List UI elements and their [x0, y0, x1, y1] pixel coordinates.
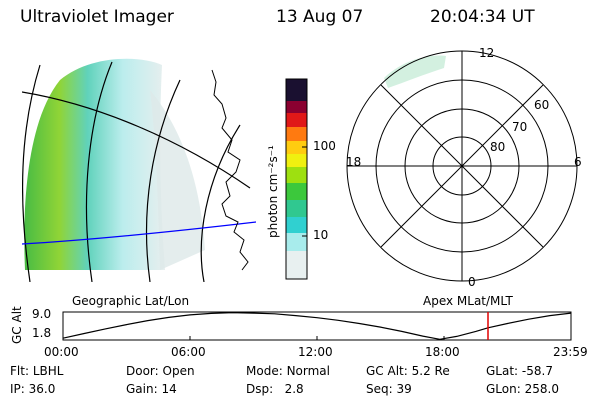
- app-title: Ultraviolet Imager: [20, 7, 174, 27]
- door-value: Open: [162, 364, 195, 378]
- chart-ylabel: GC Alt: [10, 306, 24, 344]
- flt-value: LBHL: [32, 364, 64, 378]
- seq-value: 39: [396, 382, 412, 396]
- gain-value: 14: [161, 382, 177, 396]
- colorbar: [285, 78, 308, 280]
- lat-label-70: 70: [512, 120, 528, 134]
- gc-alt-chart: [62, 311, 572, 341]
- polar-aurora: [384, 55, 446, 88]
- status-ip: IP: 36.0: [10, 382, 56, 396]
- status-seq: Seq: 39: [366, 382, 412, 396]
- status-gain: Gain: 14: [126, 382, 177, 396]
- status-door: Door: Open: [126, 364, 195, 378]
- coastline: [211, 69, 249, 271]
- polar-caption: Apex MLat/MLT: [423, 294, 513, 308]
- lon-line: [200, 124, 241, 282]
- date-label: 13 Aug 07: [276, 7, 364, 27]
- y-tick-label: 1.8: [32, 326, 52, 340]
- lon-line: [22, 64, 41, 282]
- polar-plot: [346, 50, 578, 282]
- x-tick-label: 12:00: [298, 345, 333, 359]
- time-label: 20:04:34 UT: [430, 7, 535, 27]
- colorbar-tick-10: 10: [313, 228, 329, 242]
- status-glon: GLon: 258.0: [486, 382, 559, 396]
- mlt-label-0: 0: [468, 275, 476, 289]
- x-tick-label: 06:00: [171, 345, 206, 359]
- x-tick-label: 00:00: [44, 345, 79, 359]
- status-mode: Mode: Normal: [246, 364, 330, 378]
- status-flt: Flt: LBHL: [10, 364, 64, 378]
- mlt-label-12: 12: [479, 46, 495, 60]
- gc-alt-value: 5.2 Re: [411, 364, 450, 378]
- ip-value: 36.0: [28, 382, 56, 396]
- x-tick-label: 18:00: [425, 345, 460, 359]
- glon-value: 258.0: [524, 382, 559, 396]
- lat-line: [22, 91, 251, 189]
- status-dsp: Dsp: 2.8: [246, 382, 304, 396]
- equator-line: [22, 221, 256, 245]
- mlt-label-6: 6: [574, 155, 582, 169]
- aurora-emission: [24, 58, 165, 270]
- lat-label-60: 60: [534, 98, 550, 112]
- status-glat: GLat: -58.7: [486, 364, 553, 378]
- status-gc-alt: GC Alt: 5.2 Re: [366, 364, 450, 378]
- colorbar-tick-100: 100: [313, 139, 336, 153]
- dsp-value: 2.8: [284, 382, 304, 396]
- lon-line: [145, 79, 181, 282]
- geo-caption: Geographic Lat/Lon: [72, 294, 190, 308]
- mlt-label-18: 18: [346, 155, 362, 169]
- colorbar-unit-label: photon cm⁻²s⁻¹: [266, 145, 280, 238]
- y-tick-label: 9.0: [32, 307, 52, 321]
- lon-line: [85, 61, 113, 282]
- glat-value: -58.7: [521, 364, 553, 378]
- aurora-fade: [150, 90, 205, 270]
- lat-label-80: 80: [490, 140, 506, 154]
- gc-alt-series-line: [62, 312, 572, 340]
- mode-value: Normal: [286, 364, 330, 378]
- x-tick-label: 23:59: [553, 345, 588, 359]
